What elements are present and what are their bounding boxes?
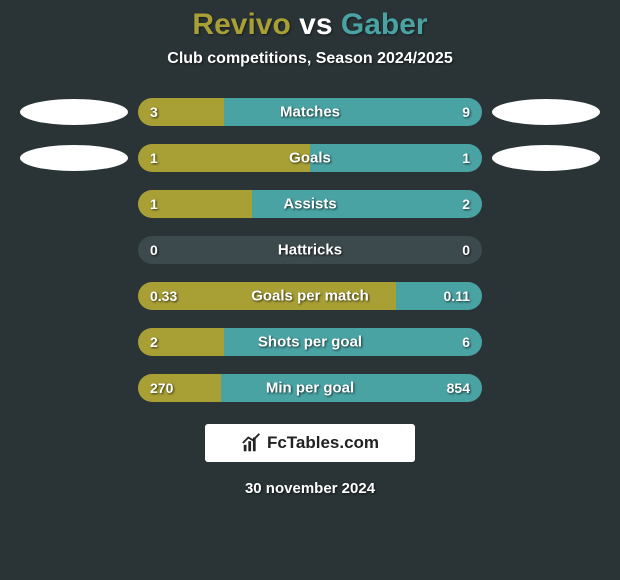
site-logo[interactable]: FcTables.com	[205, 424, 415, 462]
stat-row: 26Shots per goal	[0, 328, 620, 356]
footer-date: 30 november 2024	[245, 480, 375, 497]
player-right-badge	[492, 145, 600, 171]
stat-bar: 39Matches	[138, 98, 482, 126]
stat-value-left: 0	[150, 242, 158, 258]
bar-fill-left	[138, 282, 396, 310]
chart-icon	[241, 432, 263, 454]
stat-label: Hattricks	[138, 242, 482, 259]
spacer	[492, 329, 600, 355]
spacer	[492, 237, 600, 263]
stat-row: 39Matches	[0, 98, 620, 126]
stat-bar: 0.330.11Goals per match	[138, 282, 482, 310]
bar-fill-right	[224, 98, 482, 126]
title-player-right: Gaber	[341, 8, 428, 41]
spacer	[492, 191, 600, 217]
stat-row: 0.330.11Goals per match	[0, 282, 620, 310]
bar-fill-right	[224, 328, 482, 356]
stat-bar: 12Assists	[138, 190, 482, 218]
title-player-left: Revivo	[192, 8, 290, 41]
page-title: Revivo vs Gaber	[192, 8, 427, 42]
stat-row: 0 0Hattricks	[0, 236, 620, 264]
spacer	[492, 283, 600, 309]
spacer	[20, 329, 128, 355]
spacer	[20, 237, 128, 263]
bar-fill-left	[138, 190, 252, 218]
spacer	[20, 283, 128, 309]
stats-list: 39Matches 11Goals 12Assists 0 0Hattricks 0.33…	[0, 98, 620, 402]
stat-row: 12Assists	[0, 190, 620, 218]
bar-fill-right	[221, 374, 482, 402]
comparison-card: Revivo vs Gaber Club competitions, Seaso…	[0, 0, 620, 580]
player-left-badge	[20, 145, 128, 171]
spacer	[492, 375, 600, 401]
logo-text: FcTables.com	[267, 433, 379, 453]
bar-fill-right	[310, 144, 482, 172]
spacer	[20, 191, 128, 217]
bar-fill-left	[138, 144, 310, 172]
stat-row: 11Goals	[0, 144, 620, 172]
stat-value-right: 0	[462, 242, 470, 258]
stat-bar: 11Goals	[138, 144, 482, 172]
bar-fill-right	[252, 190, 482, 218]
bar-fill-left	[138, 374, 221, 402]
subtitle: Club competitions, Season 2024/2025	[167, 50, 452, 68]
player-right-badge	[492, 99, 600, 125]
stat-bar: 26Shots per goal	[138, 328, 482, 356]
stat-row: 270854Min per goal	[0, 374, 620, 402]
title-vs: vs	[299, 8, 332, 41]
bar-fill-left	[138, 98, 224, 126]
player-left-badge	[20, 99, 128, 125]
stat-bar: 270854Min per goal	[138, 374, 482, 402]
stat-bar: 0 0Hattricks	[138, 236, 482, 264]
spacer	[20, 375, 128, 401]
bar-fill-left	[138, 328, 224, 356]
bar-fill-right	[396, 282, 482, 310]
